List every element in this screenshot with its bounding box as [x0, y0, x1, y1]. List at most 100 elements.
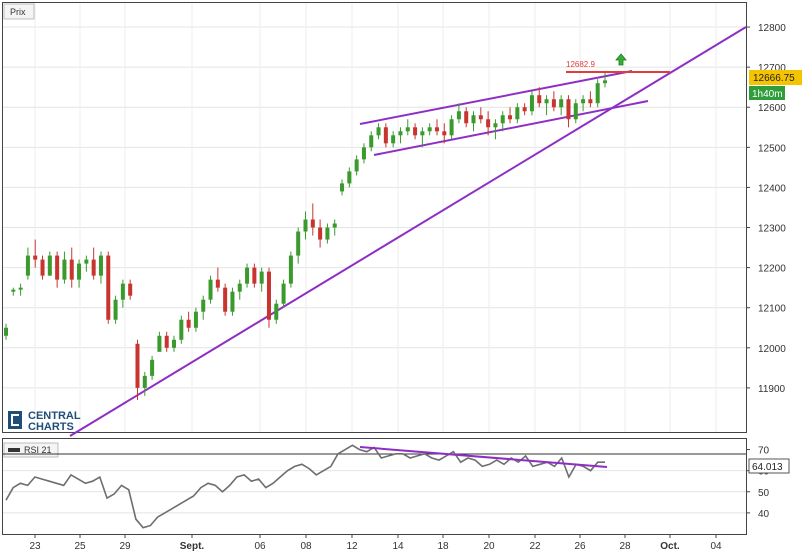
candle-body [588, 99, 593, 104]
timeframe-value: 1h40m [752, 89, 783, 100]
candle-body [515, 107, 520, 120]
candle-body [142, 375, 147, 388]
candle-body [581, 99, 586, 104]
price-tick-label: 11900 [758, 384, 786, 395]
candle [201, 295, 206, 320]
candle [602, 71, 608, 88]
candle [84, 255, 89, 272]
candle-body [325, 227, 330, 240]
x-tick-label: Sept. [180, 541, 205, 552]
candle-body [595, 83, 600, 104]
candle [91, 247, 96, 280]
central-charts-logo: CENTRAL CHARTS [8, 410, 81, 433]
candle [486, 111, 491, 136]
candle [230, 287, 235, 316]
candle-body [296, 231, 301, 256]
candle [106, 251, 111, 324]
rsi-tick-label: 50 [758, 488, 770, 499]
candle-body [157, 335, 162, 352]
candle [77, 259, 82, 288]
candle [544, 95, 549, 116]
candle [55, 251, 60, 288]
candle [3, 323, 9, 340]
price-tick-label: 12800 [758, 23, 786, 34]
candle [135, 339, 140, 400]
candle [464, 107, 469, 128]
price-tick-label: 12600 [758, 103, 786, 114]
candle [493, 119, 498, 140]
rsi-last-value-badge [748, 458, 790, 474]
candle-body [347, 171, 352, 184]
candle-body [172, 339, 177, 348]
candle-body [120, 283, 125, 300]
x-tick-label: 29 [119, 541, 131, 552]
candle [288, 251, 293, 288]
candle [398, 127, 403, 144]
rsi-panel-frame [2, 438, 747, 535]
candle [40, 255, 45, 280]
x-tick-label: 28 [619, 541, 631, 552]
candle-body [150, 359, 155, 376]
x-tick-label: 25 [74, 541, 86, 552]
candle-body [413, 127, 418, 136]
price-tick-label: 12200 [758, 264, 786, 275]
candle-body [91, 259, 96, 276]
candle [274, 299, 279, 324]
candle [566, 95, 571, 128]
candle [478, 107, 483, 124]
price-axis: 11900 12000 12100 12200 12300 12400 12500 12600… [746, 23, 786, 395]
candle [179, 315, 184, 344]
candle-body [602, 80, 608, 84]
candle-body [62, 259, 67, 280]
rsi-tick-label: 40 [758, 509, 770, 520]
candle [361, 143, 366, 164]
candle [376, 123, 381, 140]
x-tick-label: 04 [710, 541, 722, 552]
candle [193, 307, 198, 332]
candle-body [522, 107, 527, 112]
candle [573, 99, 578, 124]
candle-body [500, 115, 505, 124]
candle-body [98, 255, 103, 276]
rsi-legend-swatch [8, 448, 20, 452]
candle-body [288, 255, 293, 284]
candle [529, 91, 534, 116]
candle-body [18, 287, 23, 290]
last-price-badge [749, 70, 802, 85]
rsi-divergence-trendline [359, 446, 608, 468]
candle [69, 247, 74, 288]
candle [347, 167, 352, 188]
candle-body [318, 227, 323, 240]
long-term-support-trendline [69, 26, 747, 437]
x-tick-label: 26 [574, 541, 586, 552]
candle [296, 227, 301, 264]
candle [237, 279, 242, 300]
candle-body [230, 291, 235, 312]
resistance-label: 12682.9 [566, 60, 595, 69]
timeframe-badge [749, 86, 785, 100]
candle [252, 263, 257, 288]
x-tick-label: 06 [254, 541, 266, 552]
x-tick-label: 08 [300, 541, 312, 552]
candle [325, 223, 330, 244]
candle [551, 91, 556, 112]
candle [456, 103, 461, 124]
rsi-tick-label: 70 [758, 446, 770, 457]
candle [508, 107, 513, 124]
candle-body [274, 303, 279, 320]
candle-body [179, 319, 184, 340]
candle [303, 211, 308, 240]
logo-line-1: CENTRAL [28, 410, 81, 422]
candle [208, 275, 213, 304]
candle-body [106, 255, 111, 320]
candle-body [442, 131, 447, 136]
candle [537, 87, 542, 108]
candle-body [478, 115, 483, 120]
candle-body [405, 127, 410, 132]
candle-body [164, 335, 169, 348]
candle-body [391, 135, 396, 144]
price-tick-label: 12500 [758, 143, 786, 154]
candle [588, 91, 593, 108]
candle [62, 251, 67, 284]
candle [281, 279, 286, 308]
